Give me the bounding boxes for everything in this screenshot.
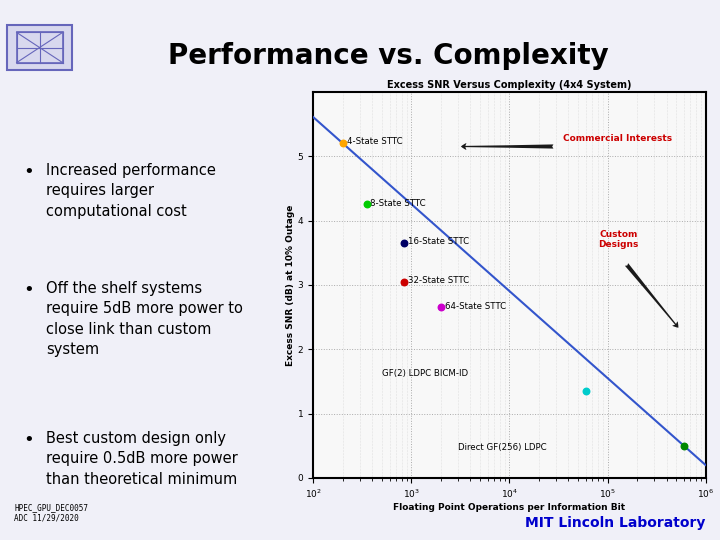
Text: •: • (23, 281, 34, 299)
Point (337, 139, 348, 147)
Point (399, 239, 410, 247)
Text: •: • (23, 163, 34, 181)
Text: 8-State STTC: 8-State STTC (370, 199, 426, 207)
Text: Off the shelf systems
require 5dB more power to
close link than custom
system: Off the shelf systems require 5dB more p… (46, 281, 243, 357)
Text: 32-State STTC: 32-State STTC (408, 276, 469, 285)
X-axis label: Floating Point Operations per Information Bit: Floating Point Operations per Informatio… (393, 503, 626, 512)
Text: Direct GF(256) LDPC: Direct GF(256) LDPC (458, 443, 546, 452)
Point (361, 200, 372, 209)
Point (399, 278, 410, 286)
Text: Performance vs. Complexity: Performance vs. Complexity (168, 43, 609, 70)
Point (435, 303, 446, 312)
Text: Commercial Interests: Commercial Interests (563, 134, 672, 143)
Text: 4-State STTC: 4-State STTC (347, 138, 402, 146)
Title: Excess SNR Versus Complexity (4x4 System): Excess SNR Versus Complexity (4x4 System… (387, 79, 631, 90)
Bar (7, 25, 72, 70)
Text: 64-State STTC: 64-State STTC (445, 301, 506, 310)
Text: 16-State STTC: 16-State STTC (408, 237, 469, 246)
Text: GF(2) LDPC BICM-ID: GF(2) LDPC BICM-ID (382, 369, 468, 378)
Text: •: • (23, 431, 34, 449)
Point (678, 441, 690, 450)
Text: Custom
Designs: Custom Designs (598, 230, 639, 249)
Text: Increased performance
requires larger
computational cost: Increased performance requires larger co… (46, 163, 216, 219)
Text: MIT Lincoln Laboratory: MIT Lincoln Laboratory (525, 516, 706, 530)
Point (580, 387, 592, 395)
Text: HPEC_GPU_DEC0057
ADC 11/29/2020: HPEC_GPU_DEC0057 ADC 11/29/2020 (14, 504, 89, 523)
Text: Best custom design only
require 0.5dB more power
than theoretical minimum: Best custom design only require 0.5dB mo… (46, 431, 238, 487)
Bar (17, 32, 63, 63)
Y-axis label: Excess SNR (dB) at 10% Outage: Excess SNR (dB) at 10% Outage (286, 204, 295, 366)
